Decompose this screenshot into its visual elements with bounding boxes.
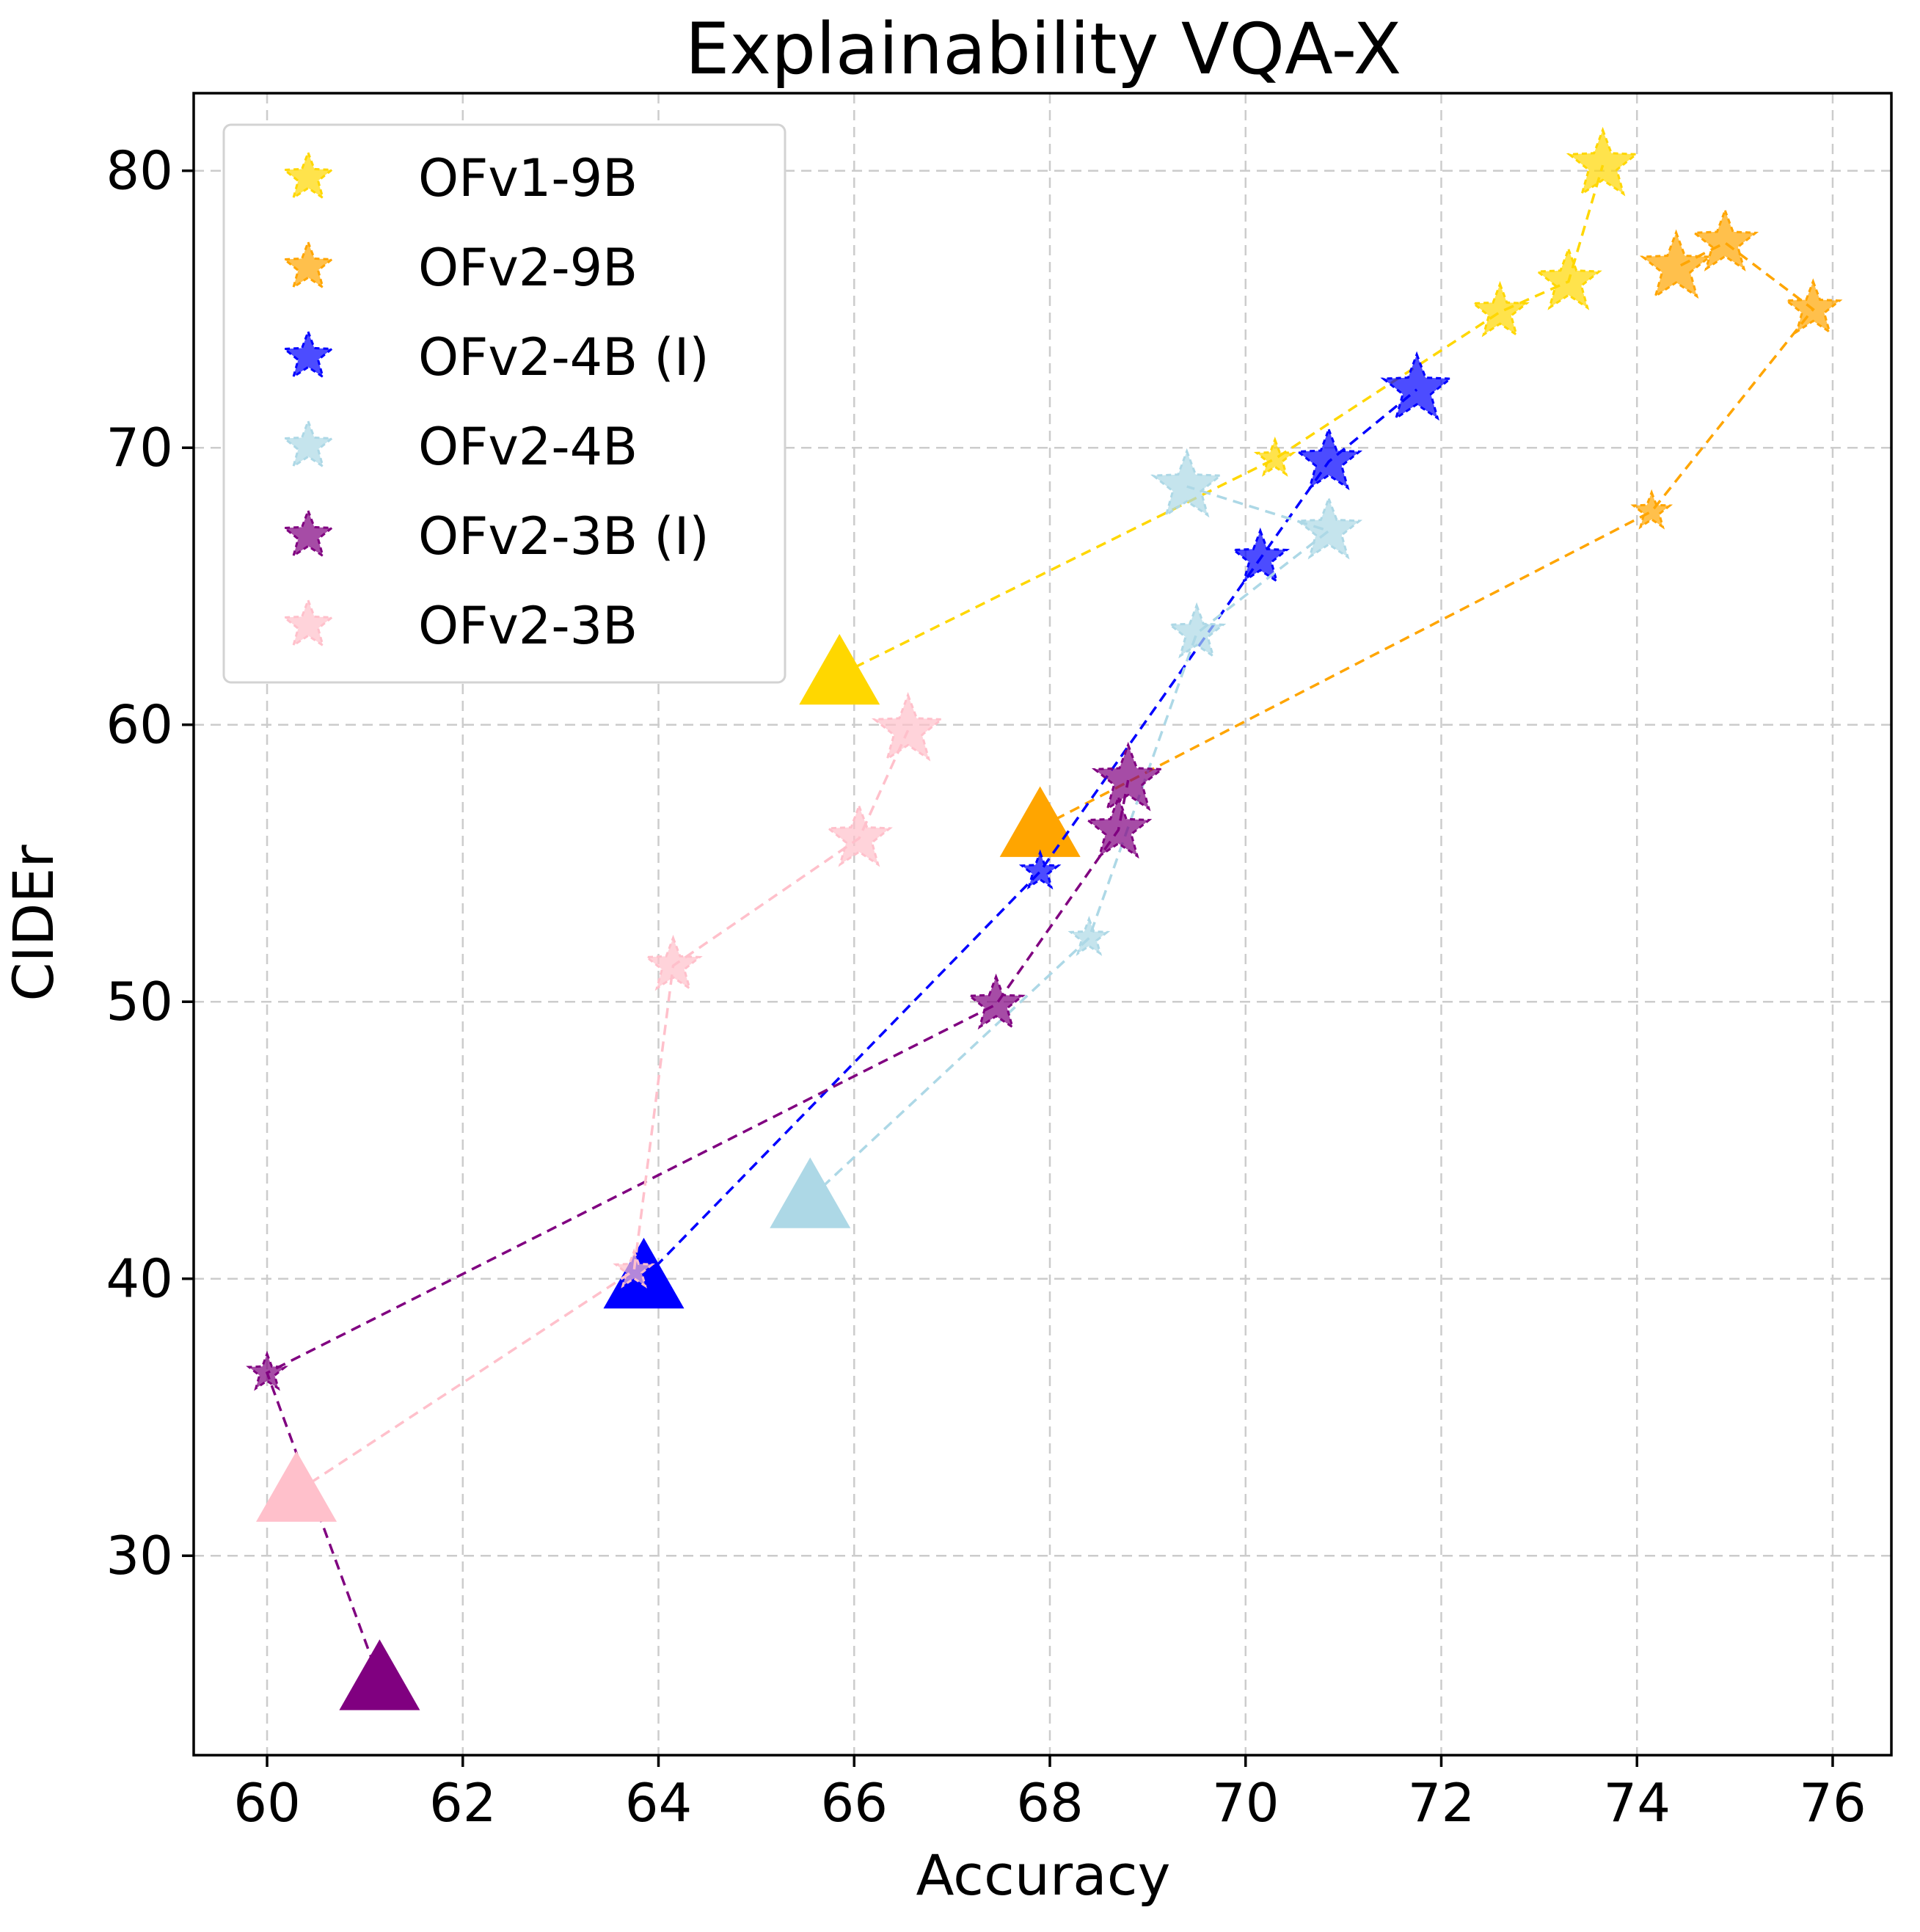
legend-label: OFv2-3B (418, 596, 638, 656)
data-point (1630, 489, 1673, 530)
x-tick-label: 76 (1799, 1772, 1866, 1834)
series-line (839, 164, 1605, 677)
series-group (999, 207, 1843, 857)
baseline-marker (339, 1639, 420, 1710)
x-tick-label: 70 (1212, 1772, 1280, 1834)
data-point (1230, 527, 1290, 584)
series-group (256, 692, 945, 1522)
data-point (1084, 794, 1153, 859)
series-group (603, 351, 1453, 1309)
legend-label: OFv2-4B (418, 417, 638, 477)
legend-marker (281, 149, 335, 200)
legend-marker (281, 328, 335, 379)
data-point (643, 934, 703, 991)
data-point (1639, 229, 1713, 299)
legend-label: OFv2-9B (418, 238, 638, 298)
y-tick-label: 70 (106, 417, 173, 478)
legend-box (222, 123, 786, 684)
data-point (1470, 280, 1530, 338)
legend-label: OFv2-4B (I) (418, 327, 709, 387)
legend-marker (281, 418, 335, 469)
data-point (1534, 246, 1602, 310)
legend-marker (281, 507, 335, 558)
data-point (1150, 448, 1224, 518)
x-axis-label: Accuracy (916, 1842, 1171, 1908)
x-tick-label: 60 (233, 1772, 301, 1834)
y-tick-label: 50 (106, 971, 173, 1032)
data-point (1091, 741, 1165, 812)
ticks: 60 62 64 66 68 70 72 74 76 30 40 50 60 70 80 (106, 140, 1866, 1834)
data-point (1380, 351, 1453, 421)
x-tick-label: 62 (429, 1772, 497, 1834)
baseline-marker (603, 1237, 685, 1309)
series-group (799, 126, 1640, 705)
x-tick-label: 68 (1016, 1772, 1084, 1834)
legend-marker (281, 597, 335, 648)
x-tick-label: 74 (1603, 1772, 1671, 1834)
data-point (613, 1248, 655, 1288)
x-tick-label: 72 (1408, 1772, 1475, 1834)
series-line (809, 485, 1332, 1200)
x-tick-label: 66 (820, 1772, 888, 1834)
y-tick-label: 40 (106, 1248, 173, 1310)
data-point (1295, 426, 1363, 491)
data-point (966, 973, 1026, 1030)
data-point (871, 692, 945, 762)
data-point (1167, 602, 1227, 659)
legend-label: OFv2-3B (I) (418, 506, 709, 566)
series-group (770, 448, 1363, 1228)
series-group (246, 741, 1165, 1710)
legend-marker (281, 238, 335, 290)
data-point (246, 1350, 288, 1391)
y-tick-label: 60 (106, 694, 173, 756)
series-line (1039, 241, 1815, 828)
legend-label: OFv1-9B (418, 148, 638, 208)
data-point (1566, 126, 1640, 197)
baseline-marker (999, 786, 1081, 857)
x-tick-label: 64 (625, 1772, 693, 1834)
data-point (1253, 437, 1296, 477)
baseline-marker (799, 633, 880, 705)
chart-title: Explainability VQA-X (685, 8, 1402, 90)
plot-frame (192, 92, 1893, 1757)
baseline-marker (256, 1451, 337, 1522)
data-point (1295, 495, 1363, 560)
y-tick-label: 30 (106, 1525, 173, 1586)
data-point (1067, 916, 1111, 956)
y-axis-label: CIDEr (1, 845, 66, 1002)
series-line (296, 729, 910, 1493)
baseline-marker (770, 1157, 851, 1228)
data-point (1691, 207, 1759, 271)
legend: OFv1-9B OFv2-9B OFv2-4B (I) OFv2-4B OFv2-3B … (222, 123, 786, 684)
series-layer (246, 126, 1843, 1710)
data-point (1018, 849, 1062, 890)
y-tick-label: 80 (106, 140, 173, 202)
data-point (1784, 278, 1843, 335)
data-point (825, 803, 893, 867)
